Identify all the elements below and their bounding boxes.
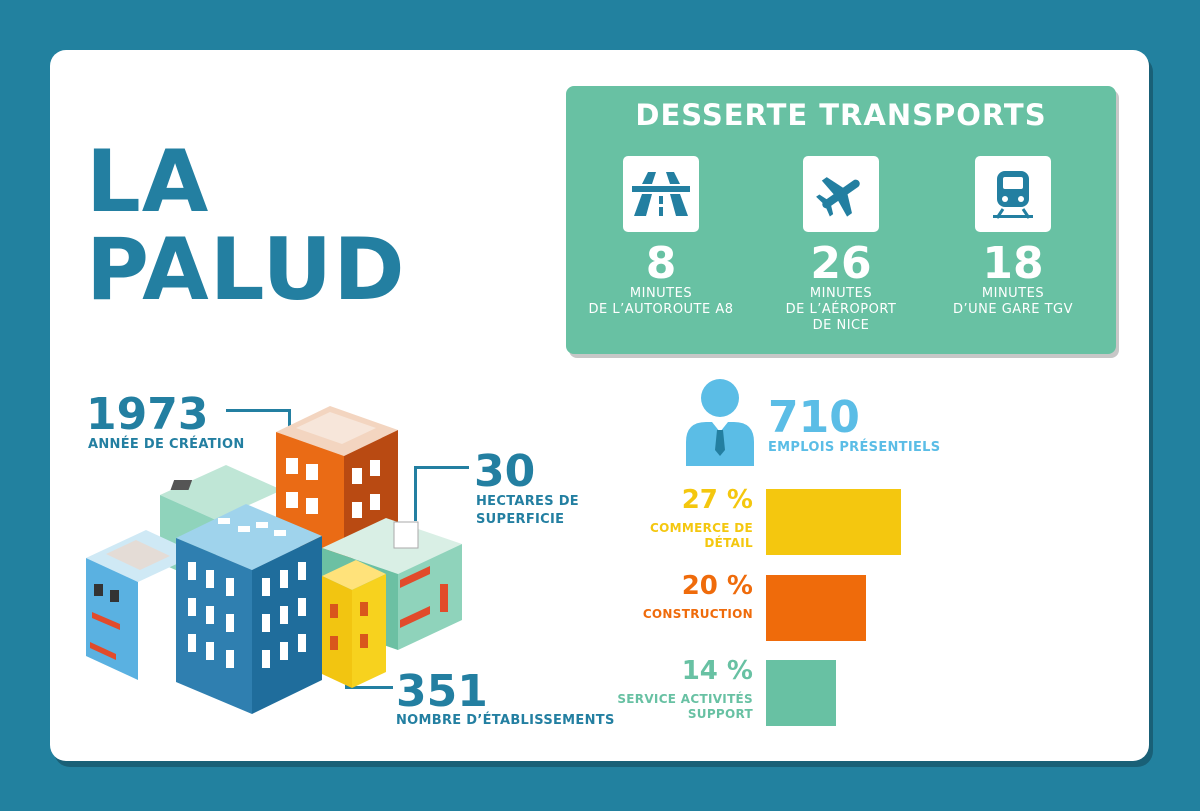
founded-year: 1973 [86,389,209,440]
yellow-building-left-wall [322,576,352,688]
area-connector [414,466,469,521]
bar-category-label-2-line-1: CONSTRUCTION [642,607,753,621]
airport-label-line-1: MINUTES [809,286,873,301]
establishments-label: NOMBRE D’ÉTABLISSEMENTS [396,713,615,728]
train-label-line-2: D’UNE GARE TGV [953,302,1073,317]
airport-label-line-3: DE NICE [812,318,870,333]
employment-label: EMPLOIS PRÉSENTIELS [768,440,941,455]
airport-minutes: 26 [810,238,872,289]
establishments-value: 351 [396,666,488,717]
bar-3 [766,660,836,726]
bar-value-label-3: 14 % [681,656,753,686]
bar-2 [766,575,866,641]
founded-connector [226,409,291,434]
airport-label-line-2: DE L’AÉROPORT [785,302,897,317]
area-label-line-2: SUPERFICIE [476,512,565,527]
title-line-2: PALUD [86,220,406,320]
green-building-roof [160,465,282,520]
bar-value-label-2: 20 % [681,571,753,601]
train-minutes: 18 [982,238,1044,289]
yellow-building-right-wall [352,574,386,688]
bar-1 [766,489,901,555]
highway-minutes: 8 [645,238,677,289]
shop-right-wall [398,544,462,650]
highway-label-line-1: MINUTES [629,286,693,301]
train-icon [975,156,1051,232]
area-label-line-1: HECTARES DE [476,494,579,509]
main-tower-roof [176,504,322,570]
person-icon [686,379,754,466]
airplane-icon [803,156,879,232]
bar-value-label-1: 27 % [681,485,753,515]
area-value: 30 [474,446,536,497]
transport-item-highway: 8 MINUTES DE L’AUTOROUTE A8 [571,156,751,318]
bar-category-label-3-line-1: SERVICE ACTIVITÉS [617,692,753,706]
buildings-illustration [86,406,462,714]
shop-roof [322,518,462,574]
bar-category-label-1-line-2: DÉTAIL [704,536,753,550]
highway-label-line-2: DE L’AUTOROUTE A8 [588,302,734,317]
transport-item-airport: 26 MINUTES DE L’AÉROPORT DE NICE [751,156,931,334]
yellow-building-roof [322,560,386,590]
transport-panel: DESSERTE TRANSPORTS 8 MINUTES DE L’AUTOR… [566,86,1116,354]
employment-value: 710 [768,392,860,443]
title-line-1: LA [86,132,210,232]
train-label-line-1: MINUTES [981,286,1045,301]
founded-label: ANNÉE DE CRÉATION [88,437,245,452]
highway-icon [623,156,699,232]
bar-category-label-1-line-1: COMMERCE DE [650,521,753,535]
bar-category-label-3-line-2: SUPPORT [687,707,753,721]
transport-title: DESSERTE TRANSPORTS [635,98,1047,132]
page-title: LA PALUD [86,138,406,314]
transport-item-train: 18 MINUTES D’UNE GARE TGV [923,156,1103,318]
